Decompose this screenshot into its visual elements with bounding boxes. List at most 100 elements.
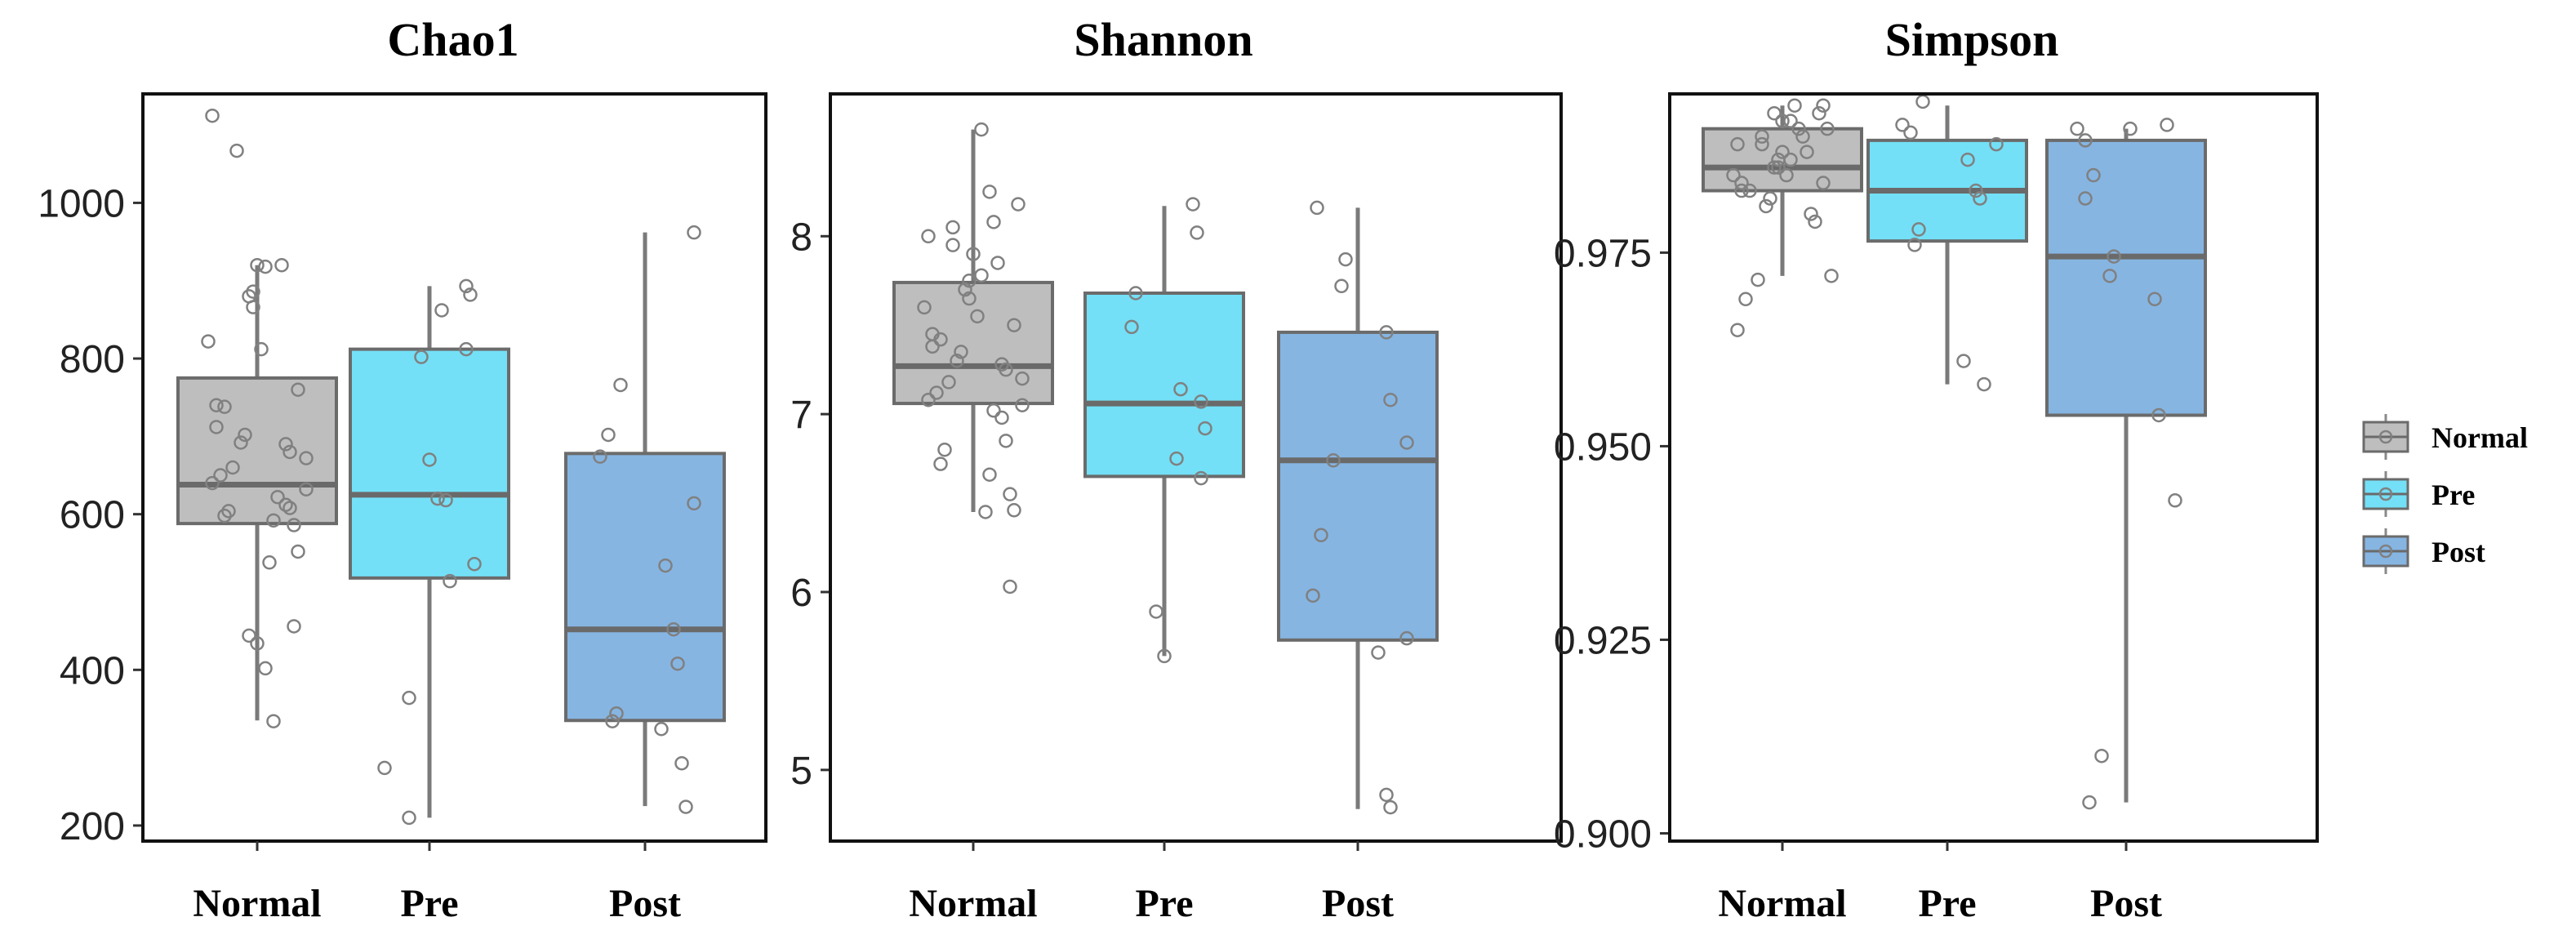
panel-frame xyxy=(141,92,767,843)
data-point xyxy=(201,334,216,349)
data-point xyxy=(1007,318,1021,332)
data-point xyxy=(1186,197,1200,211)
data-point xyxy=(1808,214,1822,229)
data-point xyxy=(1755,129,1769,144)
data-point xyxy=(1795,129,1810,144)
y-tick-label: 1000 xyxy=(38,182,125,225)
box-body xyxy=(1083,292,1245,479)
data-point xyxy=(299,451,314,465)
data-point xyxy=(687,496,701,511)
data-point xyxy=(213,468,228,483)
data-point xyxy=(1804,207,1818,221)
data-point xyxy=(1734,176,1749,190)
box-body xyxy=(176,376,338,526)
data-point xyxy=(2102,269,2117,283)
data-point xyxy=(1379,325,1394,340)
data-point xyxy=(274,257,289,273)
data-point xyxy=(1960,152,1975,167)
data-point xyxy=(1759,198,1773,214)
data-point xyxy=(266,513,281,528)
data-point xyxy=(217,508,232,523)
data-point xyxy=(1907,238,1922,252)
data-point xyxy=(262,555,277,570)
data-point xyxy=(291,382,305,397)
legend-label: Post xyxy=(2431,536,2485,568)
data-point xyxy=(999,362,1013,377)
data-point xyxy=(1379,787,1394,803)
legend: Normal Pre Post xyxy=(2362,414,2528,574)
box-body xyxy=(1277,330,1439,642)
data-point xyxy=(1779,167,1794,183)
data-point xyxy=(254,341,269,357)
y-tick-label: 5 xyxy=(790,750,812,793)
data-point xyxy=(1816,98,1831,113)
data-point xyxy=(1767,105,1782,121)
data-point xyxy=(434,303,449,318)
data-point xyxy=(687,225,701,240)
data-point xyxy=(299,482,314,496)
data-point xyxy=(377,760,392,776)
data-point xyxy=(1149,604,1163,619)
y-tick-label: 600 xyxy=(60,494,125,537)
panel-frame xyxy=(829,92,1563,843)
legend-label: Normal xyxy=(2431,421,2528,454)
y-tick-label: 0.975 xyxy=(1554,232,1652,275)
panel-shannon: Shannon 5 6 7 8 Normal Pre Post xyxy=(790,13,1563,925)
x-tick-label: Pre xyxy=(400,882,458,925)
data-point xyxy=(246,284,260,299)
data-point xyxy=(209,398,224,412)
data-point xyxy=(209,420,224,434)
data-point xyxy=(2094,748,2109,764)
x-tick-label: Normal xyxy=(909,882,1037,925)
data-point xyxy=(958,282,972,297)
x-tick-label: Pre xyxy=(1918,882,1976,925)
data-point xyxy=(463,287,478,302)
legend-item-pre: Pre xyxy=(2362,471,2475,517)
box-normal xyxy=(176,108,338,728)
x-tick-label: Post xyxy=(2090,882,2162,925)
data-point xyxy=(1989,136,2004,152)
y-tick-label: 0.950 xyxy=(1554,425,1652,469)
data-point xyxy=(1730,323,1745,337)
data-point xyxy=(2078,191,2093,206)
data-point xyxy=(950,354,964,368)
panel-chao1: Chao1 200 400 600 800 1000 Normal Pre Post xyxy=(38,13,767,925)
data-point xyxy=(1742,183,1757,198)
data-point xyxy=(1194,394,1208,409)
data-point xyxy=(1915,94,1930,109)
data-point xyxy=(205,475,220,491)
data-point xyxy=(1956,354,1971,368)
data-point xyxy=(2082,795,2097,810)
data-point xyxy=(974,122,989,137)
data-point xyxy=(1334,278,1349,294)
legend-point xyxy=(2378,544,2393,559)
box-normal xyxy=(1702,98,1863,337)
data-point xyxy=(1775,145,1790,159)
data-point xyxy=(2147,292,2162,307)
data-point xyxy=(270,489,285,505)
x-tick-label: Post xyxy=(609,882,681,925)
box-body xyxy=(349,347,510,580)
data-point xyxy=(1767,160,1782,175)
data-point xyxy=(238,427,252,443)
x-tick-label: Pre xyxy=(1135,882,1193,925)
data-point xyxy=(658,558,673,573)
box-body xyxy=(1702,127,1863,193)
data-point xyxy=(1173,381,1188,397)
panel-simpson: Simpson 0.900 0.925 0.950 0.975 Normal Pre Post xyxy=(1554,13,2319,925)
data-point xyxy=(1895,118,1910,132)
panel-title: Chao1 xyxy=(387,13,518,66)
y-tick-label: 400 xyxy=(60,649,125,692)
data-point xyxy=(593,449,607,464)
data-point xyxy=(2070,121,2084,136)
y-tick-label: 200 xyxy=(60,805,125,848)
legend-item-normal: Normal xyxy=(2362,414,2528,460)
panel-title: Shannon xyxy=(1074,13,1252,66)
data-point xyxy=(933,332,948,347)
data-point xyxy=(1326,453,1341,468)
y-tick-label: 6 xyxy=(790,572,812,615)
data-point xyxy=(1314,528,1328,543)
data-point xyxy=(954,345,968,359)
box-normal xyxy=(892,122,1054,594)
